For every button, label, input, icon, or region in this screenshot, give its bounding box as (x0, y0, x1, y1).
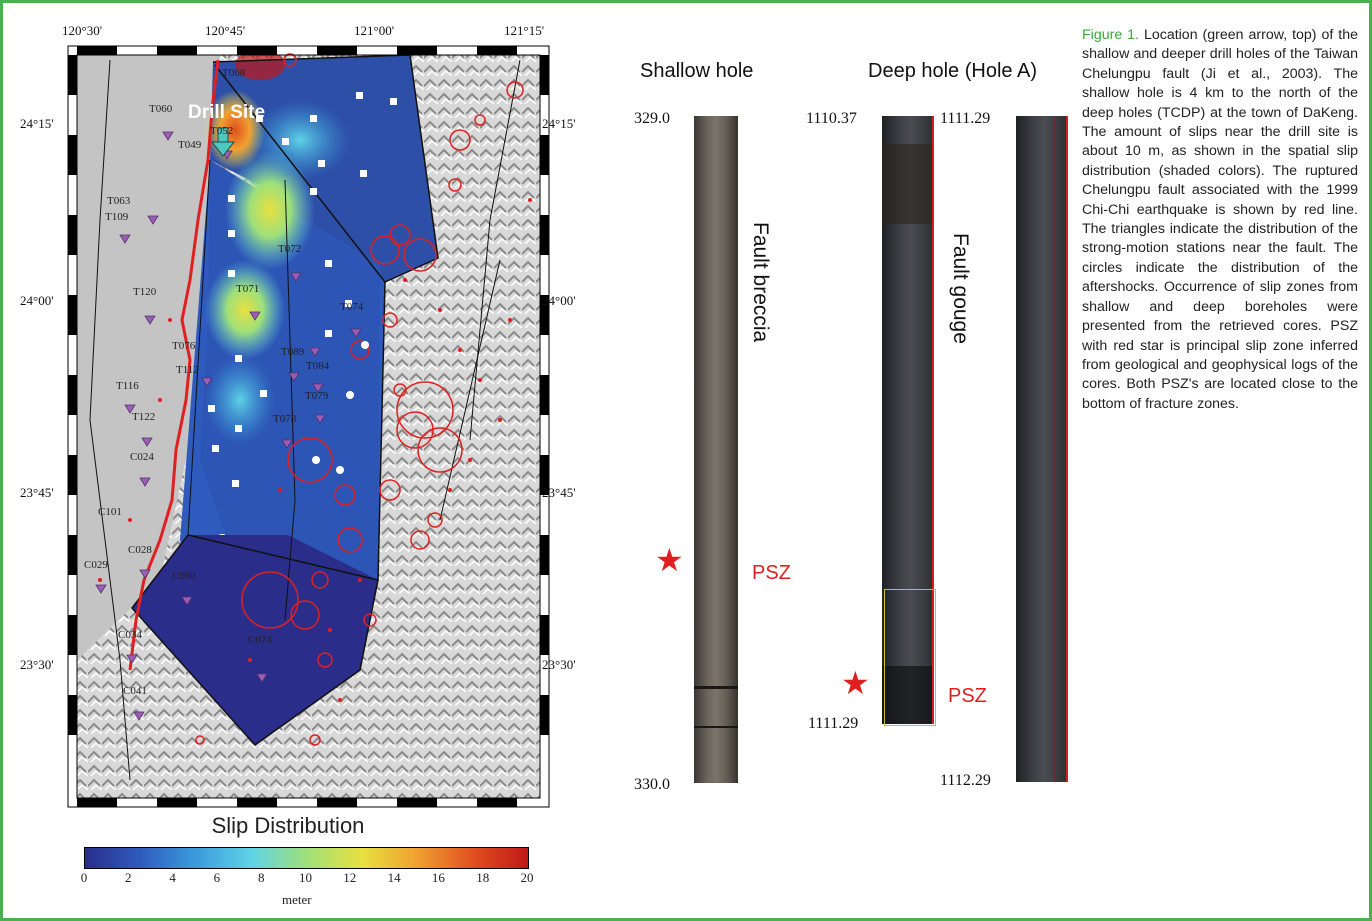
deep-core-col2-image (1016, 116, 1068, 782)
caption-text: Location (green arrow, top) of the shall… (1082, 27, 1358, 412)
deep-core-col1-image (882, 116, 934, 724)
drill-site-label: Drill Site (188, 102, 266, 123)
station-label: T120 (133, 286, 157, 298)
figure-caption: Figure 1. Location (green arrow, top) of… (1082, 26, 1358, 414)
station-label: T068 (222, 67, 246, 79)
colorbar-tick-label: 2 (125, 870, 132, 885)
colorbar-tick-label: 12 (343, 870, 357, 885)
colorbar-tick-label: 14 (387, 870, 401, 885)
lon-tick: 121°15' (504, 23, 545, 38)
lat-tick: 24°00' (20, 293, 54, 308)
station-label: T084 (306, 360, 330, 372)
shallow-top-depth: 329.0 (634, 110, 670, 127)
lon-tick: 120°45' (205, 23, 246, 38)
station-label: T122 (132, 411, 156, 423)
fracture-zone-box (884, 589, 936, 726)
colorbar-tick-label: 20 (520, 870, 534, 885)
shallow-psz-label: PSZ (752, 562, 791, 584)
colorbar-unit: meter (282, 892, 312, 907)
fracture (694, 686, 738, 689)
fault-gouge-label: Fault gouge (949, 233, 972, 344)
station-label: C029 (84, 559, 108, 571)
station-label: T116 (116, 380, 139, 392)
deep-col2-bottom-depth: 1112.29 (940, 772, 991, 789)
station-label: C041 (123, 685, 147, 697)
station-label: C028 (128, 544, 152, 556)
station-label: T052 (210, 125, 234, 137)
colorbar (84, 847, 529, 869)
colorbar-tick-label: 18 (476, 870, 490, 885)
colorbar-tick-label: 4 (169, 870, 176, 885)
station-label: T071 (236, 283, 260, 295)
colorbar-title: Slip Distribution (211, 813, 365, 838)
deep-col2-top-depth: 1111.29 (940, 110, 991, 127)
shallow-hole-title: Shallow hole (640, 60, 754, 82)
lat-tick: 24°15' (20, 116, 54, 131)
lon-tick: 121°00' (354, 23, 395, 38)
psz-star-icon: ★ (655, 542, 684, 578)
deep-hole-title: Deep hole (Hole A) (868, 60, 1037, 82)
deep-col1-bottom-depth: 1111.29 (808, 715, 859, 732)
colorbar-ticks: 0 2 4 6 8 10 12 14 16 18 20 (81, 870, 534, 890)
colorbar-tick-label: 16 (431, 870, 445, 885)
fault-breccia-label: Fault breccia (749, 222, 772, 343)
deep-psz-label: PSZ (948, 685, 987, 707)
station-label: T074 (340, 301, 364, 313)
station-label: T063 (107, 195, 131, 207)
station-label: T109 (105, 211, 129, 223)
shallow-bottom-depth: 330.0 (634, 776, 670, 793)
station-label: C034 (118, 629, 142, 641)
psz-star-icon: ★ (841, 665, 870, 701)
deep-col1-top-depth: 1110.37 (806, 110, 857, 127)
red-marker-line (932, 116, 934, 724)
fracture-zone (882, 666, 934, 724)
lat-tick: 23°45' (20, 485, 54, 500)
station-label: T049 (178, 139, 202, 151)
lat-tick: 23°45' (542, 485, 576, 500)
station-label: C024 (130, 451, 154, 463)
shallow-core-image (694, 116, 738, 783)
lat-tick: 23°30' (542, 657, 576, 672)
fracture-zone (882, 144, 934, 224)
red-marker-line (1066, 116, 1068, 782)
lat-tick: 24°15' (542, 116, 576, 131)
station-label: T060 (149, 103, 173, 115)
colorbar-tick-label: 6 (213, 870, 221, 885)
station-label: T072 (278, 243, 302, 255)
colorbar-tick-label: 8 (257, 870, 265, 885)
colorbar-tick-label: 0 (80, 870, 88, 885)
colorbar-tick-label: 10 (299, 870, 312, 885)
station-label: T076 (172, 340, 196, 352)
station-label: T078 (273, 413, 297, 425)
station-label: C101 (98, 506, 122, 518)
station-label: T079 (305, 390, 329, 402)
slip-map (67, 45, 550, 808)
lon-tick: 120°30' (62, 23, 103, 38)
station-label: C080 (172, 570, 196, 582)
fracture (694, 726, 738, 728)
lat-tick: 23°30' (20, 657, 54, 672)
marker-line (1054, 116, 1055, 782)
station-label: C074 (248, 634, 272, 646)
station-label: T089 (281, 346, 305, 358)
lat-tick: 24°00' (542, 293, 576, 308)
caption-lead: Figure 1. (1082, 27, 1139, 43)
station-label: T112 (176, 364, 199, 376)
